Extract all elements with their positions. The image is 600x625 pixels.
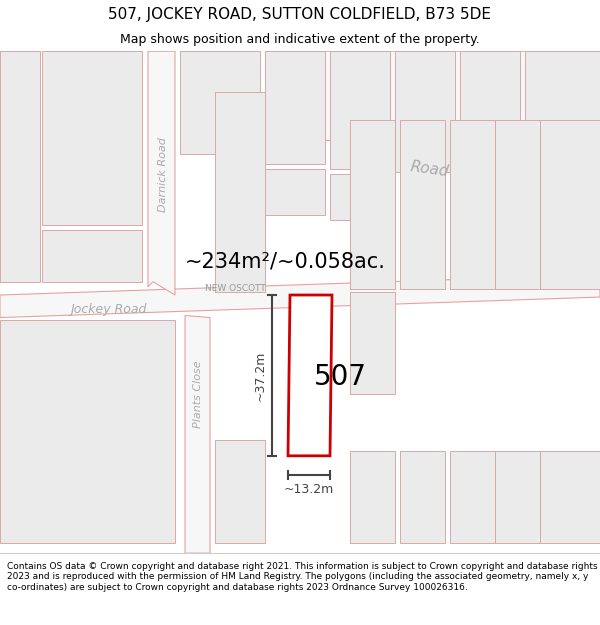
Bar [395,51,455,172]
Text: Map shows position and indicative extent of the property.: Map shows position and indicative extent… [120,34,480,46]
Bar [42,231,142,282]
Bar [265,169,325,215]
Bar [42,51,142,226]
Text: Road: Road [410,159,451,179]
Bar [400,120,445,289]
Bar [180,51,260,154]
Bar [495,451,540,543]
Polygon shape [185,316,210,553]
Bar [330,174,390,220]
Text: ~234m²/~0.058ac.: ~234m²/~0.058ac. [185,251,385,271]
Bar [215,92,265,292]
Bar [540,451,600,543]
Text: 507, JOCKEY ROAD, SUTTON COLDFIELD, B73 5DE: 507, JOCKEY ROAD, SUTTON COLDFIELD, B73 … [109,7,491,22]
Bar [350,292,395,394]
Text: Darnick Road: Darnick Road [158,137,168,212]
Polygon shape [295,51,600,159]
Bar [215,441,265,543]
Text: ~37.2m: ~37.2m [254,350,266,401]
Bar [350,451,395,543]
Bar [350,120,395,289]
Bar [495,120,540,289]
Bar [330,51,390,169]
Bar [460,51,520,174]
Text: Plants Close: Plants Close [193,361,203,428]
Bar [540,120,600,289]
Bar [0,319,175,543]
Text: Contains OS data © Crown copyright and database right 2021. This information is : Contains OS data © Crown copyright and d… [7,562,598,591]
Bar [525,51,600,176]
Bar [265,51,325,164]
Polygon shape [148,51,175,295]
Text: Jockey Road: Jockey Road [70,303,146,316]
Text: NEW OSCOTT: NEW OSCOTT [205,284,265,293]
Polygon shape [0,274,600,318]
Polygon shape [288,295,332,456]
Bar [0,51,40,282]
Bar [400,451,445,543]
Text: 507: 507 [314,363,367,391]
Bar [450,120,495,289]
Bar [450,451,495,543]
Text: ~13.2m: ~13.2m [284,483,334,496]
